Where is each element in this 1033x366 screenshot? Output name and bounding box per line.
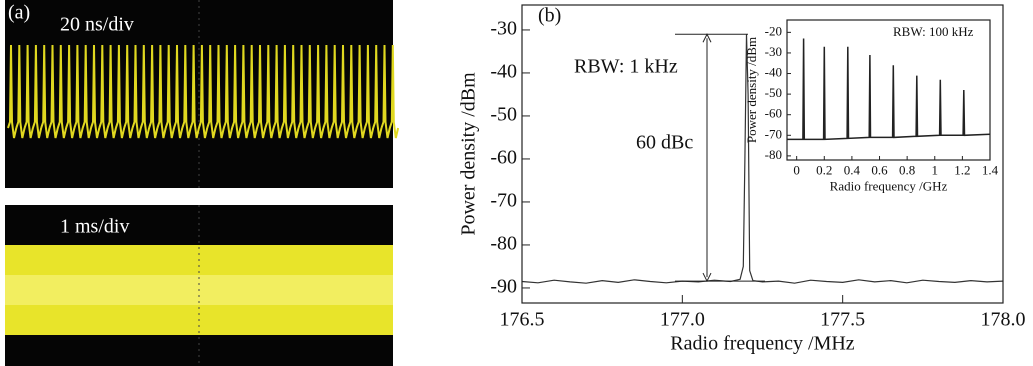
- x-tick-label: 0: [793, 163, 800, 178]
- x-tick-label: 177.5: [820, 309, 865, 331]
- y-tick-label: -20: [765, 23, 782, 38]
- x-axis-label: Radio frequency /MHz: [670, 333, 855, 355]
- scale-label: 1 ms/div: [60, 216, 129, 238]
- annotation: RBW: 1 kHz: [574, 56, 678, 78]
- x-tick-label: 1.4: [982, 163, 999, 178]
- y-tick-label: -40: [490, 61, 517, 83]
- figure: (a) 20 ns/div 1 ms/div 176.5 177.0 177.5 17…: [0, 0, 1033, 366]
- x-tick-label: 0.2: [816, 163, 832, 178]
- y-tick-label: -60: [490, 147, 517, 169]
- x-tick-label: 177.0: [660, 309, 705, 331]
- y-axis-label: Power density /dBm: [744, 37, 759, 143]
- y-tick-label: -60: [765, 106, 782, 121]
- y-tick-label: -80: [765, 147, 782, 162]
- x-tick-label: 0.4: [844, 163, 861, 178]
- y-tick-label: -70: [490, 190, 517, 212]
- y-tick-label: -50: [765, 85, 782, 100]
- x-tick-label: 1: [932, 163, 939, 178]
- annotation: RBW: 100 kHz: [893, 24, 974, 39]
- y-tick-label: -30: [765, 44, 782, 59]
- x-tick-label: 0.8: [899, 163, 915, 178]
- y-axis-label: Power density /dBm: [458, 72, 480, 236]
- y-tick-label: -90: [490, 276, 517, 298]
- y-tick-label: -50: [490, 104, 517, 126]
- x-axis-label: Radio frequency /GHz: [830, 178, 948, 193]
- y-tick-label: -40: [765, 65, 782, 80]
- x-tick-label: 176.5: [500, 309, 545, 331]
- y-tick-label: -70: [765, 126, 782, 141]
- panel-label: (a): [8, 2, 30, 24]
- x-tick-label: 178.0: [981, 309, 1026, 331]
- panel-label: (b): [538, 5, 561, 27]
- scale-label: 20 ns/div: [60, 14, 134, 36]
- y-tick-label: -80: [490, 233, 517, 255]
- x-tick-label: 0.6: [871, 163, 888, 178]
- x-tick-label: 1.2: [954, 163, 970, 178]
- y-tick-label: -30: [490, 18, 517, 40]
- annotation: 60 dBc: [636, 132, 693, 154]
